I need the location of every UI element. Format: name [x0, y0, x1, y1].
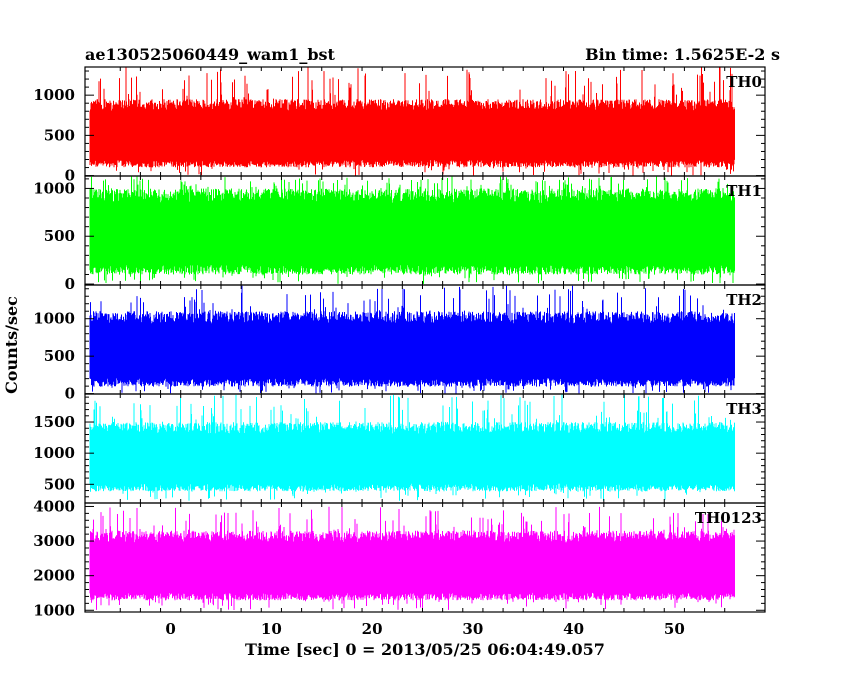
y-tick-label: 1000: [33, 179, 75, 197]
y-tick-label: 500: [44, 347, 75, 365]
x-tick-label: 50: [664, 620, 685, 638]
x-tick-label: 10: [261, 620, 282, 638]
panel-th2: 0 500 1000 TH2: [33, 284, 766, 403]
bin-time-label: Bin time: 1.5625E-2 s: [585, 45, 780, 64]
y-tick-label: 500: [44, 227, 75, 245]
y-tick-label: 4000: [33, 497, 75, 515]
x-tick-label: 0: [165, 620, 175, 638]
panel-th0: 0 500 1000 TH0: [33, 66, 766, 185]
panel-label: TH2: [726, 291, 762, 309]
x-axis-label: Time [sec] 0 = 2013/05/25 06:04:49.057: [245, 640, 605, 659]
y-tick-label: 1500: [33, 413, 75, 431]
y-tick-label: 500: [44, 126, 75, 144]
panel-th1: 0 500 1000 TH1: [33, 175, 766, 293]
series-th0123: [89, 506, 735, 610]
chart-title: ae130525060449_wam1_bst: [85, 45, 336, 64]
y-axis-label: Counts/sec: [2, 296, 21, 394]
panel-frame: [84, 502, 766, 613]
y-tick-label: 2000: [33, 567, 75, 585]
panel-label: TH0123: [695, 509, 762, 527]
y-tick-label: 1000: [33, 310, 75, 328]
series-th2: [89, 285, 735, 394]
panel-th0123: 1000 2000 3000 4000 TH0123: [33, 497, 766, 619]
panel-label: TH3: [726, 400, 762, 418]
y-tick-label: 0: [65, 385, 75, 403]
series-th0: [89, 67, 735, 176]
panel-label: TH1: [726, 182, 762, 200]
y-tick-label: 500: [44, 475, 75, 493]
panel-th3: 500 1000 1500 TH3: [33, 393, 766, 504]
x-tick-label: 30: [462, 620, 483, 638]
x-tick-label: 40: [563, 620, 584, 638]
y-tick-label: 0: [65, 275, 75, 293]
y-tick-label: 1000: [33, 444, 75, 462]
y-tick-label: 1000: [33, 601, 75, 619]
y-tick-label: 3000: [33, 532, 75, 550]
y-tick-label: 1000: [33, 86, 75, 104]
series-th1: [89, 176, 735, 284]
series-th3: [89, 394, 735, 501]
panel-label: TH0: [726, 73, 762, 91]
x-tick-label: 20: [362, 620, 383, 638]
y-tick-label: 0: [65, 167, 75, 185]
